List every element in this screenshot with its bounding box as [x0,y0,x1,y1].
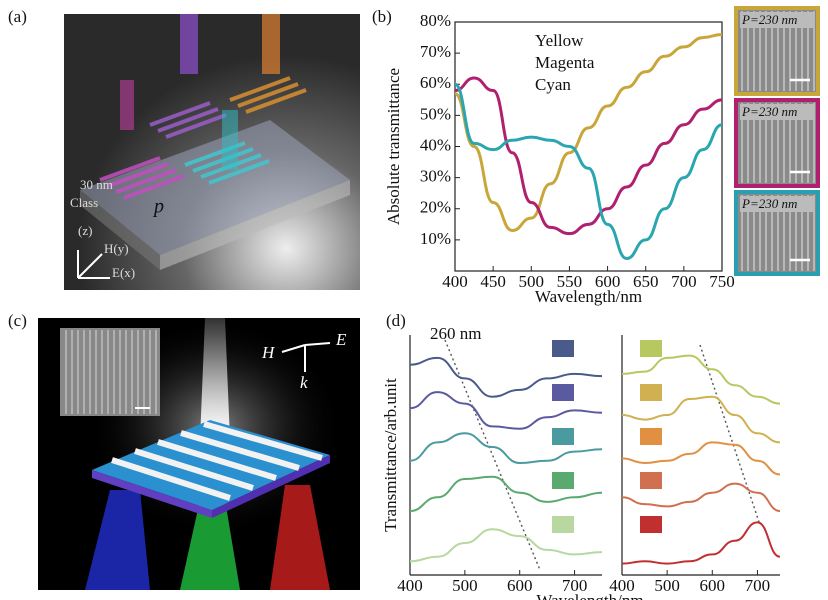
panel-label: (d) [386,311,406,330]
y-tick-label: 20% [420,198,451,217]
x-tick-label: 650 [633,272,659,291]
color-swatch [640,472,662,489]
thickness-label: 30 nm [80,177,113,192]
series-line [621,354,781,405]
color-swatch [552,340,574,357]
sem-label-bg [740,104,814,120]
x-tick-label: 750 [709,272,735,291]
color-swatch [552,472,574,489]
color-swatch [640,384,662,401]
series-line [409,475,603,512]
series-line [409,356,603,398]
x-tick-label: 600 [700,576,726,595]
y-tick-label: 60% [420,73,451,92]
x-tick-label: 400 [397,576,423,595]
y-axis-label: Transmittance/arb.unit [381,378,400,532]
y-tick-label: 70% [420,42,451,61]
legend-label: Magenta [535,53,595,72]
x-tick-label: 550 [557,272,583,291]
x-tick-label: 700 [562,576,588,595]
series-line [621,441,781,476]
sem-label-bg [740,12,814,28]
color-swatch [552,384,574,401]
x-tick-label: 500 [519,272,545,291]
panel-c-illustration [38,318,360,590]
series-line [621,395,781,444]
color-swatch [640,516,662,533]
legend-label: Yellow [535,31,584,50]
series-line [621,482,781,512]
color-swatch [640,340,662,357]
sem-label: P=230 nm [741,12,797,27]
x-tick-label: 700 [671,272,697,291]
series-line [454,32,723,233]
sem-label-bg [740,196,814,212]
annotation: 260 nm [430,324,481,343]
panel-label: (c) [8,311,27,330]
x-tick-label: 600 [507,576,533,595]
x-tick-label: 400 [442,272,468,291]
series-line [409,432,603,465]
series-line [409,528,603,563]
series-line [454,82,723,261]
panel-label: (a) [8,7,27,26]
legend-label: Cyan [535,75,571,94]
e-label: E [335,330,347,349]
y-tick-label: 80% [420,11,451,30]
x-tick-label: 400 [609,576,635,595]
color-swatch [640,428,662,445]
series-line [621,521,781,565]
x-tick-label: 500 [654,576,680,595]
y-axis-label: Absolute transmittance [384,68,403,225]
e-field-label: E(x) [112,265,135,280]
k-axis-label: (z) [78,223,92,238]
panel-label: (b) [372,7,392,26]
y-tick-label: 30% [420,167,451,186]
sem-label: P=230 nm [741,196,797,211]
color-swatch [552,428,574,445]
y-tick-label: 50% [420,104,451,123]
color-swatch [552,516,574,533]
series-line [409,391,603,430]
k-label: k [300,373,308,392]
x-axis-label: Wavelength/nm [535,287,642,306]
sem-label: P=230 nm [741,104,797,119]
x-tick-label: 600 [595,272,621,291]
x-tick-label: 500 [452,576,478,595]
h-label: H [261,343,276,362]
y-tick-label: 10% [420,229,451,248]
x-tick-label: 450 [480,272,506,291]
substrate-label: Class [70,195,98,210]
period-label: p [152,196,164,218]
trend-guides [444,339,761,571]
h-field-label: H(y) [104,241,129,256]
x-tick-label: 700 [745,576,771,595]
series-line [454,76,723,236]
y-tick-label: 40% [420,135,451,154]
x-axis-label: Wavelength/nm [536,591,643,600]
panel-a-illustration [64,14,360,290]
